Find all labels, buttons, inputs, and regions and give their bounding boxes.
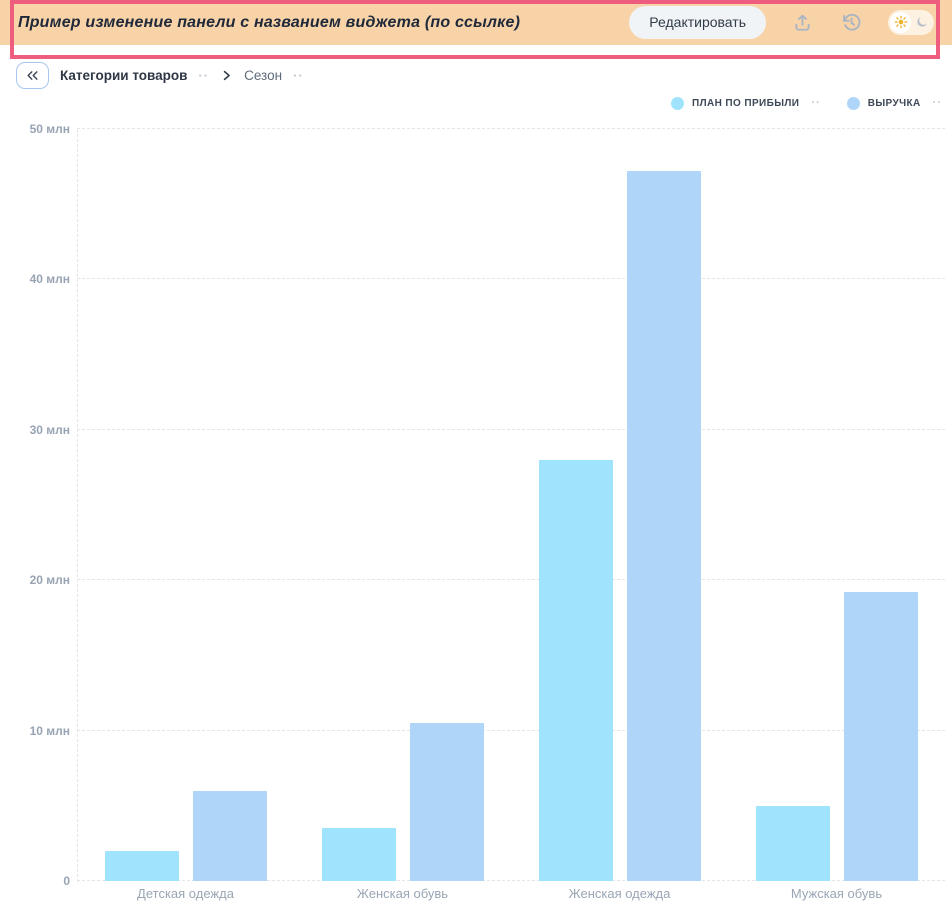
chart-legend: ПЛАН ПО ПРИБЫЛИ ·· ВЫРУЧКА ·· [671,97,942,110]
gridline-50 [77,128,945,129]
bar-series-container [77,129,945,881]
bar[interactable] [321,828,396,881]
y-tick-label: 40 млн [29,272,70,287]
history-icon [843,13,861,31]
chevron-right-icon [223,70,230,80]
export-icon [795,14,810,31]
bar-group-3 [511,129,728,881]
bar[interactable] [104,850,179,881]
bar-group-1 [77,129,294,881]
breadcrumb-more-handle[interactable]: ·· [293,67,304,83]
breadcrumb-item-categories[interactable]: Категории товаров [60,67,188,83]
bar[interactable] [626,171,701,881]
breadcrumb-item-season[interactable]: Сезон [244,67,283,83]
widget-header-bar: Пример изменение панели с названием видж… [0,0,952,45]
sun-icon [894,16,907,29]
y-tick-label: 20 млн [29,573,70,588]
breadcrumb-more-handle[interactable]: ·· [198,67,210,83]
export-button[interactable] [790,10,815,35]
bar[interactable] [843,592,918,881]
history-button[interactable] [839,10,864,35]
x-axis-labels: Детская одежда Женская обувь Женская одежд… [77,886,945,901]
legend-label: ВЫРУЧКА [867,98,921,109]
bar-chart-plot-area [77,128,945,882]
gridline-20 [77,579,945,581]
legend-more-handle[interactable]: ·· [811,97,821,109]
legend-item[interactable]: ВЫРУЧКА ·· [846,97,942,110]
x-category-label: Мужская обувь [790,886,883,901]
gridline-30 [77,428,945,430]
gridline-0 [77,880,945,881]
bar[interactable] [538,459,613,881]
header-controls: Редактировать [629,6,934,39]
y-axis-line [77,129,78,882]
gridline-40 [77,278,945,280]
legend-label: ПЛАН ПО ПРИБЫЛИ [692,98,800,109]
breadcrumb: Категории товаров ·· Сезон ·· [16,61,304,89]
collapse-panel-button[interactable] [16,61,49,89]
legend-more-handle[interactable]: ·· [932,97,942,109]
double-chevron-left-icon [27,70,38,80]
y-tick-label: 30 млн [29,422,70,437]
y-tick-label: 50 млн [29,122,70,136]
y-axis-labels: 0 10 млн 20 млн 30 млн 40 млн 50 млн [0,0,70,912]
bar[interactable] [192,790,267,881]
legend-item[interactable]: ПЛАН ПО ПРИБЫЛИ ·· [671,97,821,110]
bar[interactable] [755,805,830,881]
y-tick-label: 0 [63,874,70,888]
bar[interactable] [409,723,484,881]
theme-option-light [890,11,911,33]
legend-dot-icon [671,97,684,110]
x-category-label: Женская обувь [356,886,449,901]
edit-button[interactable]: Редактировать [629,6,766,39]
gridline-10 [77,729,945,731]
y-tick-label: 10 млн [29,723,70,738]
x-category-label: Детская одежда [137,886,234,901]
bar-group-4 [728,129,945,881]
moon-icon [916,17,927,28]
legend-dot-icon [846,97,860,110]
theme-toggle[interactable] [888,9,934,35]
panel-title: Пример изменение панели с названием видж… [18,13,521,31]
x-category-label: Женская одежда [568,886,671,901]
bar-group-2 [294,129,511,881]
theme-option-dark [911,12,932,33]
